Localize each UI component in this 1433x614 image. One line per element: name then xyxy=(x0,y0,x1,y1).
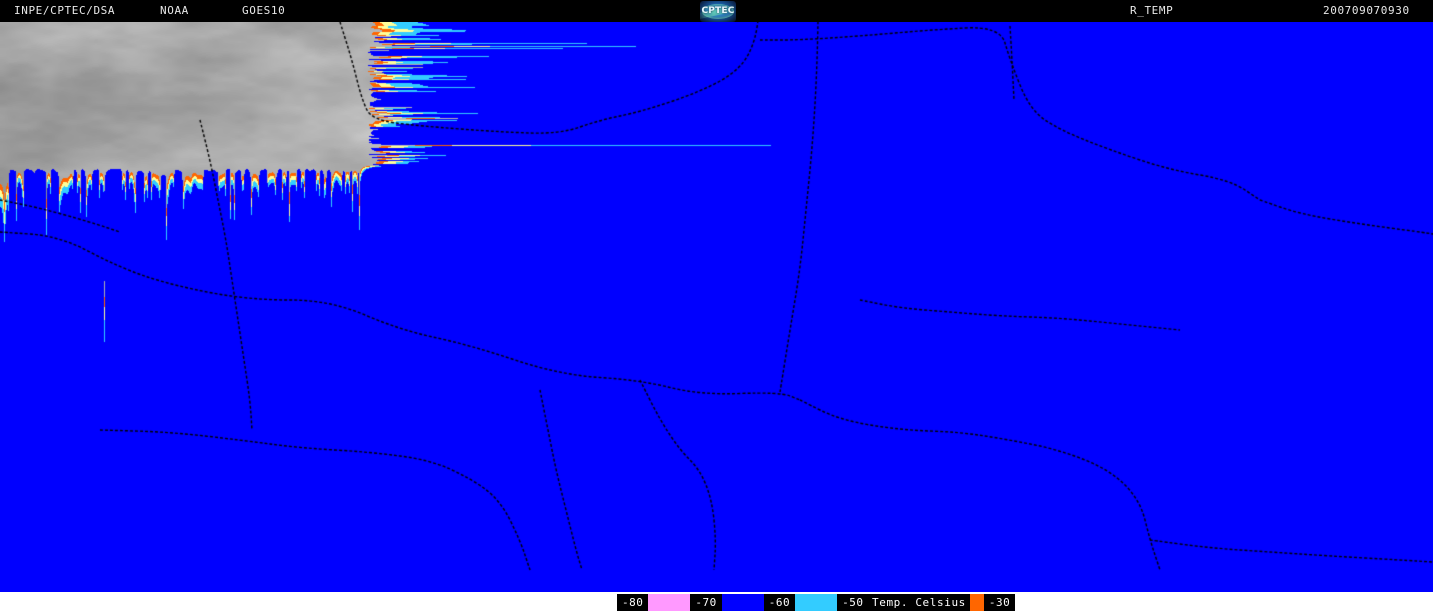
magenta-swatch xyxy=(648,594,691,611)
white-swatch xyxy=(575,594,617,611)
satellite-imagery xyxy=(0,22,1433,592)
cyan-swatch xyxy=(795,594,838,611)
legend-label-3: -50 xyxy=(837,594,869,611)
product-label: R_TEMP xyxy=(1130,4,1174,17)
legend-label-5: -30 xyxy=(983,594,1016,611)
legend-title: Temp. Celsius xyxy=(868,594,970,611)
logo-text: CPTEC xyxy=(701,6,735,16)
agency-label: NOAA xyxy=(160,4,189,17)
legend-label-1: -70 xyxy=(690,594,722,611)
satellite-label: GOES10 xyxy=(242,4,286,17)
timestamp-label: 200709070930 xyxy=(1323,4,1410,17)
blue-swatch xyxy=(721,594,764,611)
header-bar: INPE/CPTEC/DSA NOAA GOES10 CPTEC R_TEMP … xyxy=(0,0,1433,22)
cptec-logo: CPTEC xyxy=(700,1,736,22)
legend-label-0: -80 xyxy=(617,594,649,611)
institute-label: INPE/CPTEC/DSA xyxy=(14,4,116,17)
satellite-canvas xyxy=(0,22,1433,592)
legend-label-2: -60 xyxy=(763,594,796,611)
